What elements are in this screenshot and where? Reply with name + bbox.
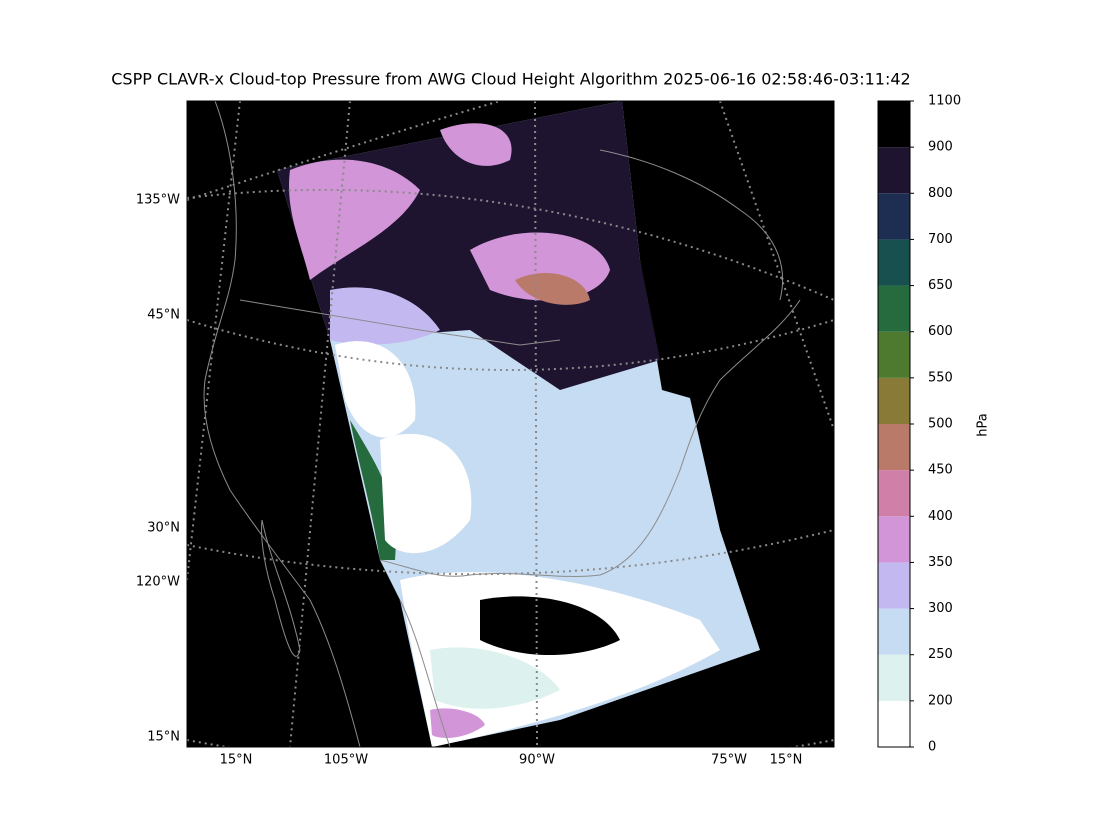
colorbar-tick-label: 500 <box>928 417 953 432</box>
map-label: 75°W <box>711 753 747 768</box>
map-label: 135°W <box>136 193 180 208</box>
map: 135°W 45°N 30°N 120°W 15°N 15°N 105°W 90… <box>136 100 835 768</box>
map-frame <box>186 100 835 748</box>
colorbar-tick-label: 200 <box>928 693 953 708</box>
colorbar-tick-label: 900 <box>928 140 953 155</box>
colorbar-tick-label: 550 <box>928 370 953 385</box>
colorbar-segment <box>878 562 910 609</box>
colorbar-segment <box>878 377 910 424</box>
map-label: 45°N <box>147 308 180 323</box>
map-label: 15°N <box>770 753 803 768</box>
map-content <box>187 101 834 747</box>
cloud-region <box>335 341 416 438</box>
cloud-region <box>430 647 560 709</box>
colorbar-tick-label: 250 <box>928 647 953 662</box>
colorbar-segment <box>878 470 910 517</box>
coastline <box>599 149 784 301</box>
colorbar-segment <box>878 331 910 378</box>
colorbar-tick-label: 350 <box>928 555 953 570</box>
border <box>239 299 561 346</box>
colorbar-tick-label: 1100 <box>928 94 961 109</box>
colorbar-segment <box>878 608 910 655</box>
colorbar-tick-label: 400 <box>928 509 953 524</box>
colorbar-label: hPa <box>976 413 991 436</box>
coastline <box>379 299 801 577</box>
map-label: 105°W <box>324 753 368 768</box>
map-label: 15°N <box>147 730 180 745</box>
colorbar-tick-label: 450 <box>928 463 953 478</box>
colorbar-segment <box>878 193 910 240</box>
coastline <box>203 101 361 747</box>
graticule <box>187 101 241 581</box>
colorbar-segment <box>878 147 910 194</box>
map-label: 90°W <box>519 753 555 768</box>
colorbar-segment <box>878 239 910 286</box>
graticule <box>289 101 351 747</box>
colorbar-tick-label: 300 <box>928 601 953 616</box>
colorbar-segment <box>878 101 910 148</box>
cloud-region <box>440 123 512 166</box>
clear-region <box>480 596 620 655</box>
graticule <box>187 188 834 301</box>
colorbar-tick-label: 700 <box>928 232 953 247</box>
map-label: 15°N <box>220 753 253 768</box>
colorbar-segment <box>878 654 910 701</box>
cloud-region <box>330 287 440 345</box>
colorbar-segment <box>878 700 910 747</box>
cloud-region <box>380 433 472 554</box>
colorbar-segment <box>878 516 910 563</box>
colorbar-tick-label: 650 <box>928 278 953 293</box>
graticule <box>719 101 834 431</box>
colorbar-segment <box>878 424 910 471</box>
cloud-region <box>515 272 590 305</box>
title: CSPP CLAVR-x Cloud-top Pressure from AWG… <box>111 70 910 89</box>
map-label: 120°W <box>136 575 180 590</box>
colorbar-tick-label: 800 <box>928 186 953 201</box>
colorbar-tick-label: 0 <box>928 740 936 755</box>
coastline <box>399 599 451 747</box>
map-label: 30°N <box>147 521 180 536</box>
colorbar: 0 200 250 300 350 400 450 500 550 600 650 700 800 900… <box>877 94 961 755</box>
colorbar-segment <box>878 285 910 332</box>
cloud-region <box>289 159 420 280</box>
cloud-region <box>430 708 485 738</box>
graticule <box>187 529 834 576</box>
colorbar-tick-label: 600 <box>928 324 953 339</box>
